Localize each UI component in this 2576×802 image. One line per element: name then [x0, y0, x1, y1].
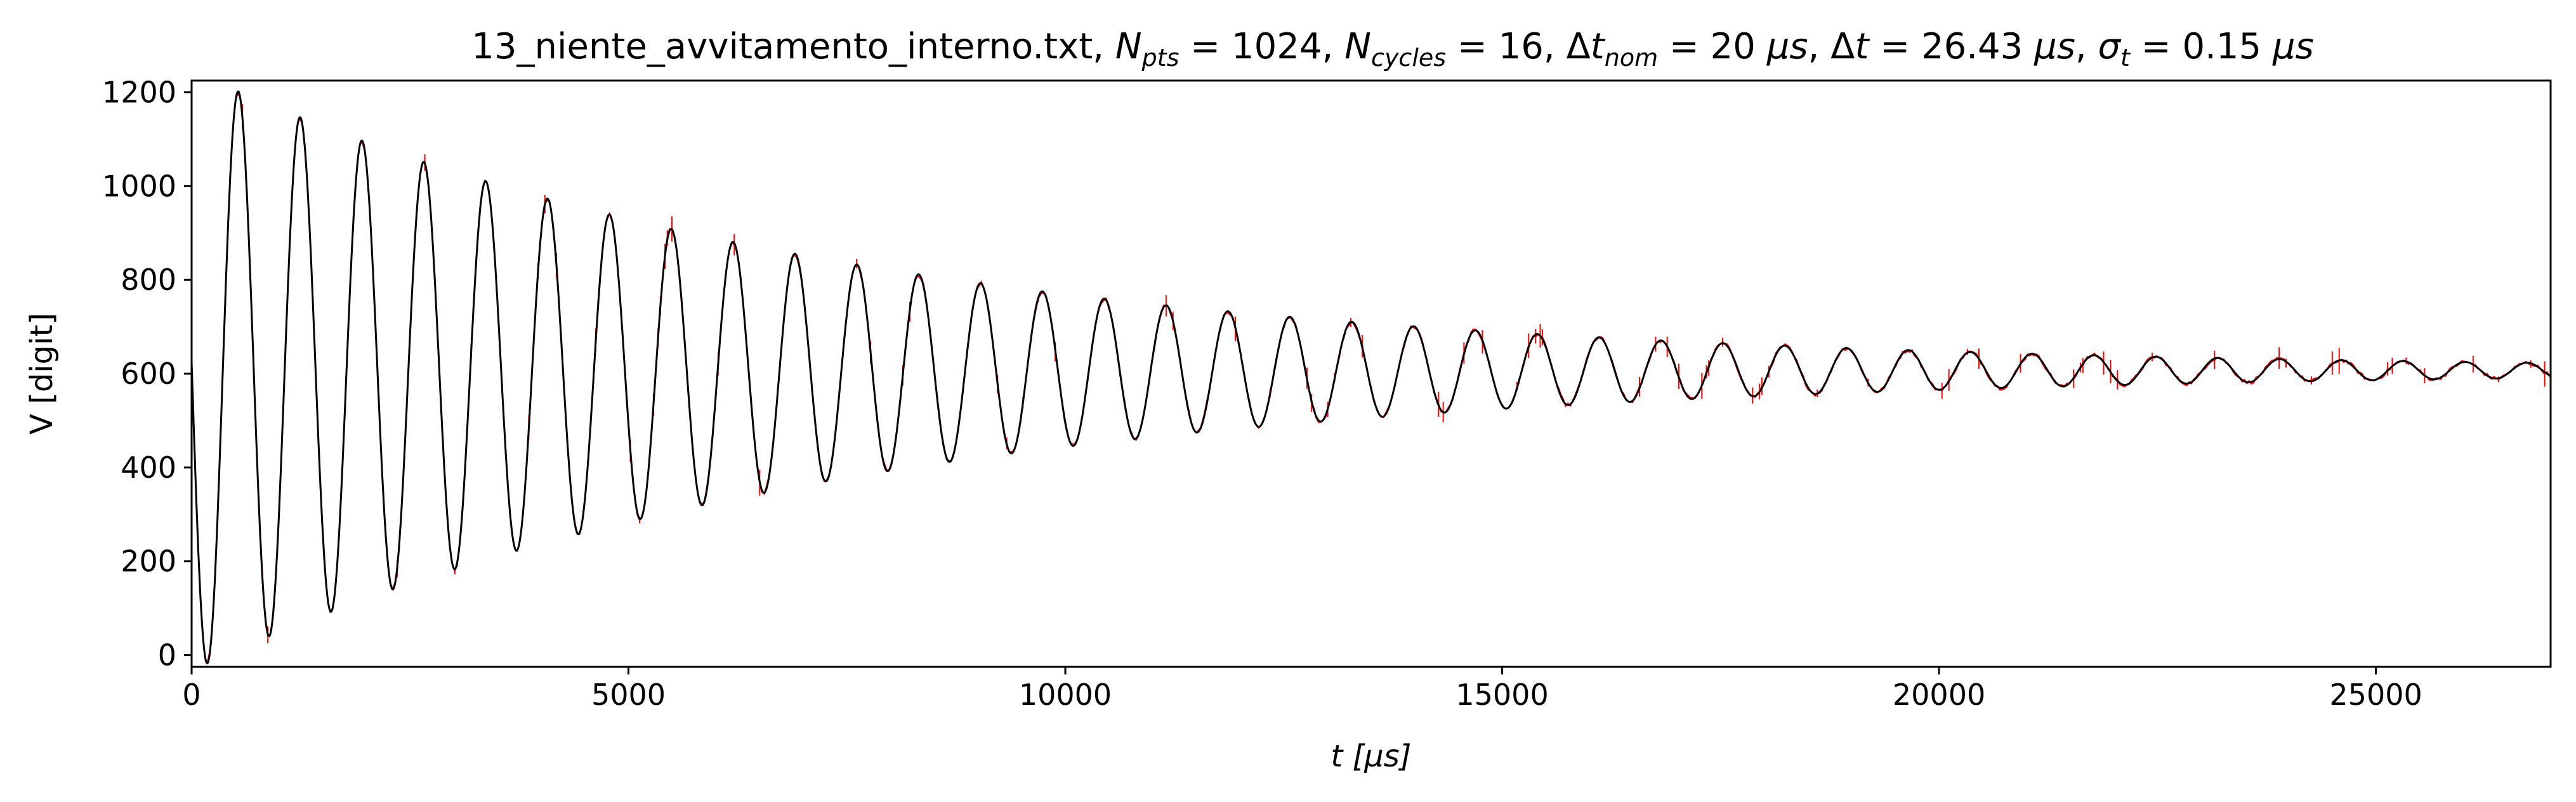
x-tick-label: 25000 — [2329, 678, 2422, 712]
x-tick-label: 10000 — [1019, 678, 1112, 712]
y-tick-label: 0 — [158, 638, 176, 673]
y-axis: 0 200 400 600 800 1000 1200 — [102, 75, 192, 673]
data-series — [192, 91, 2551, 663]
title-sigma: 0.15 — [2182, 26, 2261, 67]
chart-title: 13_niente_avvitamento_interno.txt, Npts … — [471, 26, 2314, 72]
title-npts: 1024 — [1232, 26, 1322, 67]
y-tick-label: 1000 — [102, 169, 176, 203]
y-tick-label: 800 — [121, 263, 176, 297]
title-dt: 26.43 — [1921, 26, 2023, 67]
x-axis-label: t [μs] — [1331, 739, 1411, 774]
y-tick-label: 200 — [121, 544, 176, 579]
x-tick-label: 5000 — [591, 678, 666, 712]
title-file: 13_niente_avvitamento_interno.txt — [471, 26, 1093, 67]
y-tick-label: 400 — [121, 450, 176, 485]
fit-series — [192, 90, 2551, 665]
title-ncycles: 16 — [1499, 26, 1544, 67]
x-tick-label: 15000 — [1456, 678, 1548, 712]
y-tick-label: 600 — [121, 357, 176, 391]
x-axis: 0 5000 10000 15000 20000 25000 — [182, 667, 2422, 712]
data-line — [192, 91, 2551, 663]
y-axis-label: V [digit] — [24, 313, 60, 435]
x-tick-label: 20000 — [1893, 678, 1985, 712]
x-tick-label: 0 — [182, 678, 200, 712]
y-tick-label: 1200 — [102, 75, 176, 109]
plot-frame — [190, 79, 2552, 668]
title-dtnom: 20 — [1711, 26, 1756, 67]
fit-line — [192, 90, 2551, 665]
